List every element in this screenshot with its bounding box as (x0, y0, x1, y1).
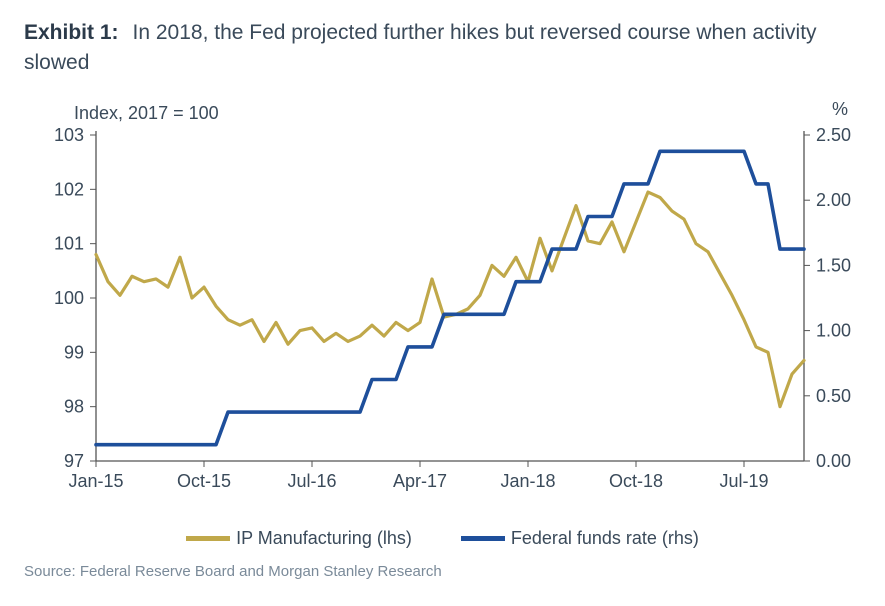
svg-text:Oct-15: Oct-15 (177, 471, 231, 491)
svg-text:2.50: 2.50 (816, 125, 851, 145)
legend-swatch-2 (461, 536, 505, 541)
legend-item: Federal funds rate (rhs) (461, 528, 699, 549)
svg-text:100: 100 (54, 288, 84, 308)
chart-area: Index, 2017 = 100% 97 98 99 100 101 102 103 0.00… (24, 89, 861, 519)
svg-text:Oct-18: Oct-18 (609, 471, 663, 491)
exhibit-label: Exhibit 1: (24, 21, 119, 44)
svg-text:%: % (832, 99, 848, 119)
legend-label-2: Federal funds rate (rhs) (511, 528, 699, 549)
svg-text:99: 99 (64, 342, 84, 362)
svg-text:0.00: 0.00 (816, 451, 851, 471)
svg-text:102: 102 (54, 179, 84, 199)
svg-text:0.50: 0.50 (816, 386, 851, 406)
legend-label-1: IP Manufacturing (lhs) (236, 528, 412, 549)
legend-item: IP Manufacturing (lhs) (186, 528, 412, 549)
svg-text:Index, 2017 = 100: Index, 2017 = 100 (74, 103, 219, 123)
svg-text:101: 101 (54, 234, 84, 254)
line-chart-svg: Index, 2017 = 100% 97 98 99 100 101 102 103 0.00… (24, 89, 861, 519)
svg-text:98: 98 (64, 397, 84, 417)
svg-text:Jul-19: Jul-19 (719, 471, 768, 491)
source-line: Source: Federal Reserve Board and Morgan… (24, 563, 861, 580)
legend-swatch-1 (186, 536, 230, 541)
svg-text:97: 97 (64, 451, 84, 471)
svg-text:Jan-18: Jan-18 (500, 471, 555, 491)
svg-text:1.00: 1.00 (816, 320, 851, 340)
svg-text:1.50: 1.50 (816, 255, 851, 275)
svg-text:2.00: 2.00 (816, 190, 851, 210)
legend: IP Manufacturing (lhs) Federal funds rat… (24, 525, 861, 549)
svg-text:Apr-17: Apr-17 (393, 471, 447, 491)
svg-text:Jan-15: Jan-15 (68, 471, 123, 491)
chart-title: Exhibit 1:In 2018, the Fed projected fur… (24, 18, 861, 79)
svg-text:103: 103 (54, 125, 84, 145)
title-text: In 2018, the Fed projected further hikes… (24, 21, 817, 74)
svg-text:Jul-16: Jul-16 (287, 471, 336, 491)
